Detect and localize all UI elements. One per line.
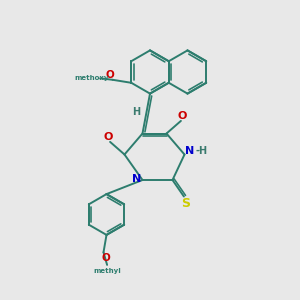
- Text: O: O: [101, 253, 110, 263]
- Text: methyl: methyl: [93, 268, 121, 274]
- Text: -H: -H: [196, 146, 208, 156]
- Text: methoxy: methoxy: [74, 75, 109, 81]
- Text: methoxy: methoxy: [91, 69, 152, 83]
- Text: H: H: [132, 107, 140, 117]
- Text: O: O: [106, 70, 115, 80]
- Text: N: N: [133, 174, 142, 184]
- Text: S: S: [181, 196, 190, 210]
- Text: O: O: [104, 131, 113, 142]
- Text: O: O: [178, 110, 187, 121]
- Text: N: N: [185, 146, 194, 156]
